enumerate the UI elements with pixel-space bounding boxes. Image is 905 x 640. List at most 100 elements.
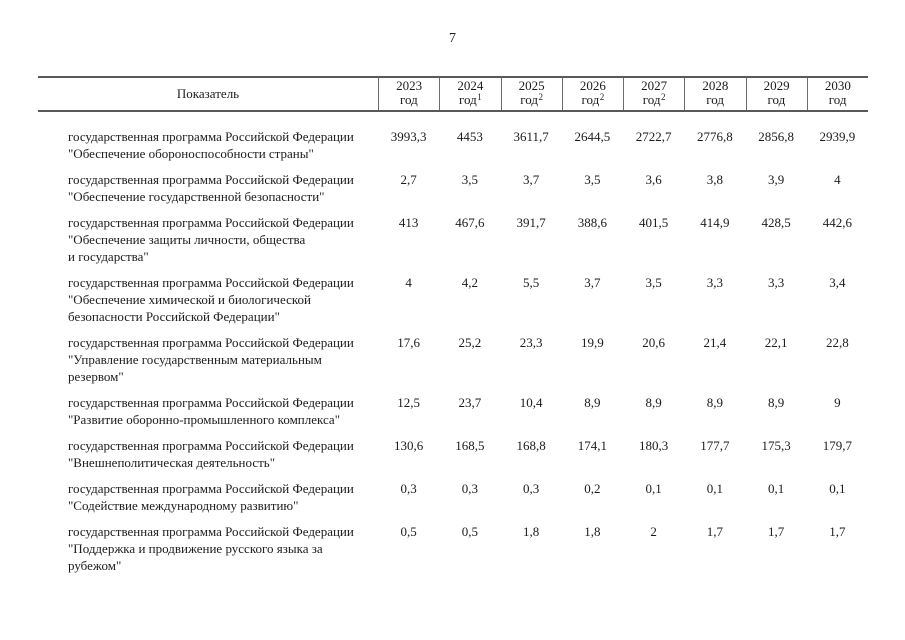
- year-value-cell: 8,9: [768, 395, 785, 410]
- table-row: государственная программа Российской Фед…: [38, 171, 868, 205]
- year-value-cell: 3,9: [768, 172, 785, 187]
- year-value-cell: 9: [834, 395, 841, 410]
- program-name-cell: государственная программа Российской Фед…: [38, 523, 378, 574]
- year-value-cell: 8,9: [584, 395, 601, 410]
- program-name-cell: государственная программа Российской Фед…: [38, 274, 378, 325]
- year-value-cell: 0,1: [645, 481, 662, 496]
- year-unit-text: год: [581, 92, 600, 107]
- year-value-cell: 23,7: [458, 395, 482, 410]
- footnote-superscript: 2: [599, 92, 605, 102]
- program-name-line: "Управление государственным материальным: [68, 352, 322, 367]
- program-name-line: государственная программа Российской Фед…: [68, 215, 354, 230]
- year-value-cell: 23,3: [519, 335, 543, 350]
- program-name-cell: государственная программа Российской Фед…: [38, 437, 378, 471]
- program-name-cell: государственная программа Российской Фед…: [38, 171, 378, 205]
- year-value-cell: 3,5: [645, 275, 662, 290]
- year-value-cell: 8,9: [645, 395, 662, 410]
- program-name-line: резервом": [68, 369, 124, 384]
- year-value-cell: 0,5: [461, 524, 478, 539]
- program-name-line: государственная программа Российской Фед…: [68, 172, 354, 187]
- program-name-cell: государственная программа Российской Фед…: [38, 480, 378, 514]
- year-unit-text: год: [828, 92, 847, 107]
- year-unit-label: год1: [459, 92, 482, 108]
- year-value-cell: 2776,8: [697, 129, 733, 144]
- year-value-cell: 0,3: [400, 481, 417, 496]
- program-name-line: "Обеспечение защиты личности, общества: [68, 232, 306, 247]
- program-name-cell: государственная программа Российской Фед…: [38, 128, 378, 162]
- table-row: государственная программа Российской Фед…: [38, 214, 868, 265]
- program-name-line: государственная программа Российской Фед…: [68, 129, 354, 144]
- year-value-cell: 8,9: [706, 395, 723, 410]
- year-value-cell: 2722,7: [635, 129, 672, 144]
- year-value-cell: 2939,9: [819, 129, 856, 144]
- year-value-cell: 180,3: [639, 438, 669, 453]
- year-value-cell: 1,7: [829, 524, 846, 539]
- year-value-cell: 3,6: [645, 172, 662, 187]
- program-name-line: "Внешнеполитическая деятельность": [68, 455, 276, 470]
- program-name-line: "Обеспечение обороноспособности страны": [68, 146, 314, 161]
- program-name-line: государственная программа Российской Фед…: [68, 335, 354, 350]
- year-value-cell: 17,6: [397, 335, 420, 350]
- footnote-superscript: 2: [538, 92, 544, 102]
- column-header-year: 2026 год2: [561, 78, 623, 110]
- program-name-line: государственная программа Российской Фед…: [68, 395, 354, 410]
- table-row: государственная программа Российской Фед…: [38, 480, 868, 514]
- year-value-cell: 0,1: [829, 481, 846, 496]
- year-value-cell: 3993,3: [390, 129, 427, 144]
- year-value-cell: 5,5: [523, 275, 540, 290]
- year-value-cell: 442,6: [822, 215, 852, 230]
- page-number: 7: [449, 31, 456, 46]
- year-value-cell: 428,5: [761, 215, 791, 230]
- year-value-cell: 3,3: [706, 275, 723, 290]
- year-unit-label: год2: [581, 92, 605, 108]
- column-header-year: 2030 год: [806, 78, 868, 110]
- year-value-cell: 1,7: [768, 524, 785, 539]
- footnote-superscript: 2: [661, 92, 666, 102]
- year-value-cell: 0,1: [706, 481, 723, 496]
- year-value-cell: 1,8: [584, 524, 601, 539]
- year-value-cell: 25,2: [458, 335, 482, 350]
- program-name-line: безопасности Российской Федерации": [68, 309, 280, 324]
- program-name-cell: государственная программа Российской Фед…: [38, 394, 378, 428]
- year-value-cell: 0,3: [523, 481, 540, 496]
- column-header-year: 2027 год2: [623, 78, 684, 110]
- year-value-cell: 414,9: [700, 215, 730, 230]
- table-row: государственная программа Российской Фед…: [38, 274, 868, 325]
- program-name-line: государственная программа Российской Фед…: [68, 524, 354, 539]
- program-name-line: государственная программа Российской Фед…: [68, 481, 354, 496]
- year-value-cell: 1,7: [706, 524, 723, 539]
- year-value-cell: 2: [650, 524, 657, 539]
- year-value-cell: 21,4: [703, 335, 727, 350]
- year-unit-label: год: [706, 93, 724, 108]
- year-value-cell: 3,7: [523, 172, 540, 187]
- program-name-line: "Развитие оборонно-промышленного комплек…: [68, 412, 341, 427]
- year-value-cell: 20,6: [642, 335, 665, 350]
- program-name-line: государственная программа Российской Фед…: [68, 438, 354, 453]
- year-value-cell: 130,6: [394, 438, 424, 453]
- year-value-cell: 179,7: [822, 438, 852, 453]
- year-unit-label: год2: [520, 92, 544, 108]
- year-unit-text: год: [706, 92, 724, 107]
- column-header-indicator: Показатель: [176, 85, 240, 101]
- year-value-cell: 0,1: [768, 481, 785, 496]
- year-value-cell: 168,5: [455, 438, 485, 453]
- table-row: государственная программа Российской Фед…: [38, 437, 868, 471]
- year-value-cell: 0,2: [584, 481, 601, 496]
- year-unit-label: год: [768, 93, 786, 108]
- column-header-year: 2023 год: [378, 78, 439, 110]
- column-header-year: 2025 год2: [500, 78, 562, 110]
- year-label: 2029: [763, 78, 790, 93]
- table-row: государственная программа Российской Фед…: [38, 394, 868, 428]
- year-unit-label: год: [829, 93, 847, 108]
- year-unit-label: год: [400, 93, 418, 108]
- program-name-line: "Поддержка и продвижение русского языка …: [68, 541, 323, 573]
- table-row: государственная программа Российской Фед…: [38, 334, 868, 385]
- year-value-cell: 3611,7: [513, 129, 549, 144]
- year-label: 2023: [396, 78, 423, 93]
- year-value-cell: 2,7: [400, 172, 417, 187]
- year-value-cell: 391,7: [516, 215, 546, 230]
- year-value-cell: 3,4: [829, 275, 846, 290]
- table-header-row: Показатель 2023 год 2024 год1 2025 год2 …: [38, 76, 868, 112]
- program-name-line: "Обеспечение химической и биологической: [68, 292, 311, 307]
- year-value-cell: 174,1: [577, 438, 607, 453]
